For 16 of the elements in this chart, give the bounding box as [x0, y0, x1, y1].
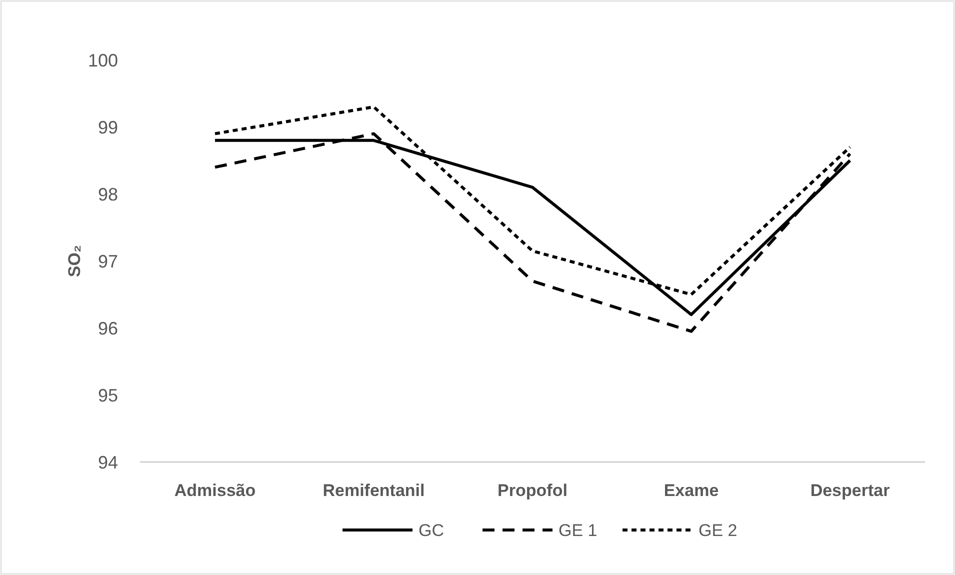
- y-tick-label: 98: [98, 184, 118, 204]
- x-tick-label: Remifentanil: [322, 481, 425, 500]
- y-axis-title: SO₂: [65, 244, 84, 278]
- legend-label: GE 1: [558, 520, 598, 540]
- y-tick-label: 95: [98, 385, 118, 406]
- x-tick-label: Admissão: [174, 481, 256, 500]
- y-tick-label: 94: [98, 452, 118, 472]
- x-tick-label: Propofol: [498, 481, 568, 500]
- y-tick-label: 100: [88, 50, 118, 70]
- x-tick-label: Despertar: [810, 481, 890, 500]
- x-tick-label: Exame: [664, 481, 719, 500]
- y-tick-label: 99: [98, 117, 118, 138]
- y-tick-label: 96: [98, 318, 118, 338]
- legend-label: GC: [418, 520, 444, 540]
- legend-label: GE 2: [698, 520, 738, 540]
- y-tick-label: 97: [98, 251, 118, 272]
